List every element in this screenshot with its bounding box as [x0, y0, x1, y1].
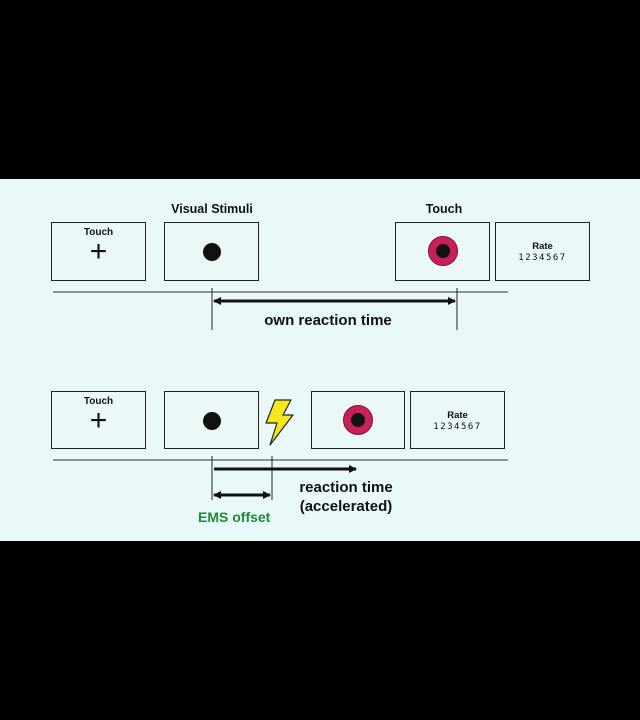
target-center — [351, 413, 365, 427]
visual-stimuli-header: Visual Stimuli — [171, 202, 253, 216]
rate-label: Rate — [532, 241, 553, 252]
plus-icon: + — [89, 235, 108, 268]
reaction-time-line1: reaction time — [299, 479, 393, 496]
reaction-time-label: reaction time (accelerated) — [286, 478, 406, 516]
top-touch-frame: Touch + — [51, 222, 146, 281]
target-center — [436, 244, 450, 258]
rate-scale: 1234567 — [433, 422, 482, 432]
target-ring-icon — [343, 405, 373, 435]
touch-label: Touch — [83, 227, 114, 238]
bottom-target-frame — [311, 391, 405, 449]
target-ring-icon — [428, 236, 458, 266]
bottom-touch-frame: Touch + — [51, 391, 146, 449]
reaction-time-line2: (accelerated) — [299, 498, 393, 515]
ems-offset-label: EMS offset — [198, 509, 271, 525]
bottom-rate-frame: Rate 1234567 — [410, 391, 505, 449]
bottom-stimulus-frame — [164, 391, 259, 449]
plus-icon: + — [89, 404, 108, 437]
lightning-bolt-icon — [265, 399, 294, 446]
dot-icon — [203, 243, 221, 261]
top-stimulus-frame — [164, 222, 259, 281]
touch-header: Touch — [425, 202, 463, 216]
top-rate-frame: Rate 1234567 — [495, 222, 590, 281]
touch-label: Touch — [83, 396, 114, 407]
dot-icon — [203, 412, 221, 430]
rate-label: Rate — [447, 410, 468, 421]
own-reaction-time-label: own reaction time — [264, 312, 392, 329]
top-target-frame — [395, 222, 490, 281]
rate-scale: 1234567 — [518, 253, 567, 263]
